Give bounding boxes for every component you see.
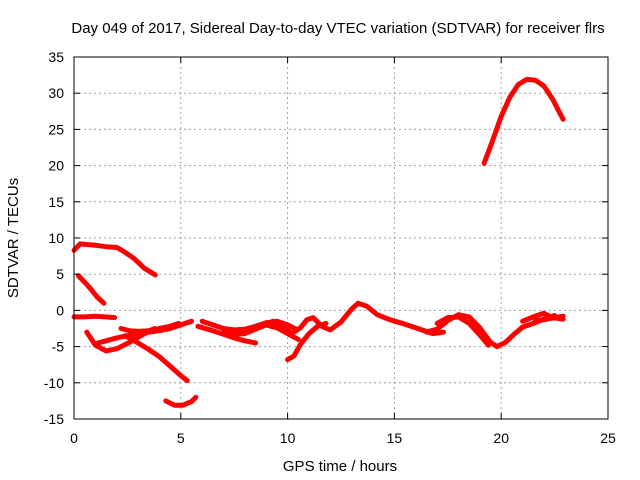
series-line-arc-3 <box>71 313 118 321</box>
y-tick-label: -5 <box>52 339 65 355</box>
x-tick-label: 20 <box>493 430 509 446</box>
y-tick-labels: -15 -10 -5 0 5 10 15 20 25 30 35 <box>44 49 64 427</box>
chart-title: Day 049 of 2017, Sidereal Day-to-day VTE… <box>71 20 604 37</box>
series-line-arc-9 <box>195 323 259 346</box>
series-line-arc-2 <box>75 273 107 306</box>
y-tick-label: 25 <box>48 121 64 137</box>
x-tick-label: 10 <box>280 430 296 446</box>
grid-lines <box>74 57 608 419</box>
series-line-arc-12 <box>270 300 446 337</box>
y-tick-label: 0 <box>56 302 64 318</box>
x-tick-label: 5 <box>177 430 185 446</box>
y-tick-label: 10 <box>48 230 64 246</box>
x-tick-label: 25 <box>600 430 616 446</box>
y-tick-label: -10 <box>44 375 64 391</box>
y-tick-label: 35 <box>48 49 64 65</box>
x-axis-label: GPS time / hours <box>283 458 397 475</box>
y-tick-label: 20 <box>48 158 64 174</box>
series-line-arc-13 <box>285 320 329 363</box>
y-tick-label: -15 <box>44 411 64 427</box>
x-tick-labels: 0 5 10 15 20 25 <box>70 430 616 446</box>
series-line-arc-7 <box>122 333 190 384</box>
series-line-arc-16 <box>481 76 566 166</box>
series-line-arc-15 <box>434 314 491 348</box>
axis-ticks <box>73 56 609 420</box>
series-line-arc-6 <box>118 326 158 334</box>
y-tick-label: 30 <box>48 85 64 101</box>
series-line-arc-8 <box>163 394 199 408</box>
x-tick-label: 15 <box>387 430 403 446</box>
series-line-arc-11 <box>221 322 301 342</box>
series-line-arc-18 <box>532 313 566 323</box>
y-tick-label: 5 <box>56 266 64 282</box>
series-line-arc-1 <box>71 241 158 278</box>
data-series <box>71 76 566 408</box>
y-axis-label: SDTVAR / TECUs <box>5 178 22 298</box>
x-tick-label: 0 <box>70 430 78 446</box>
y-tick-label: 15 <box>48 194 64 210</box>
